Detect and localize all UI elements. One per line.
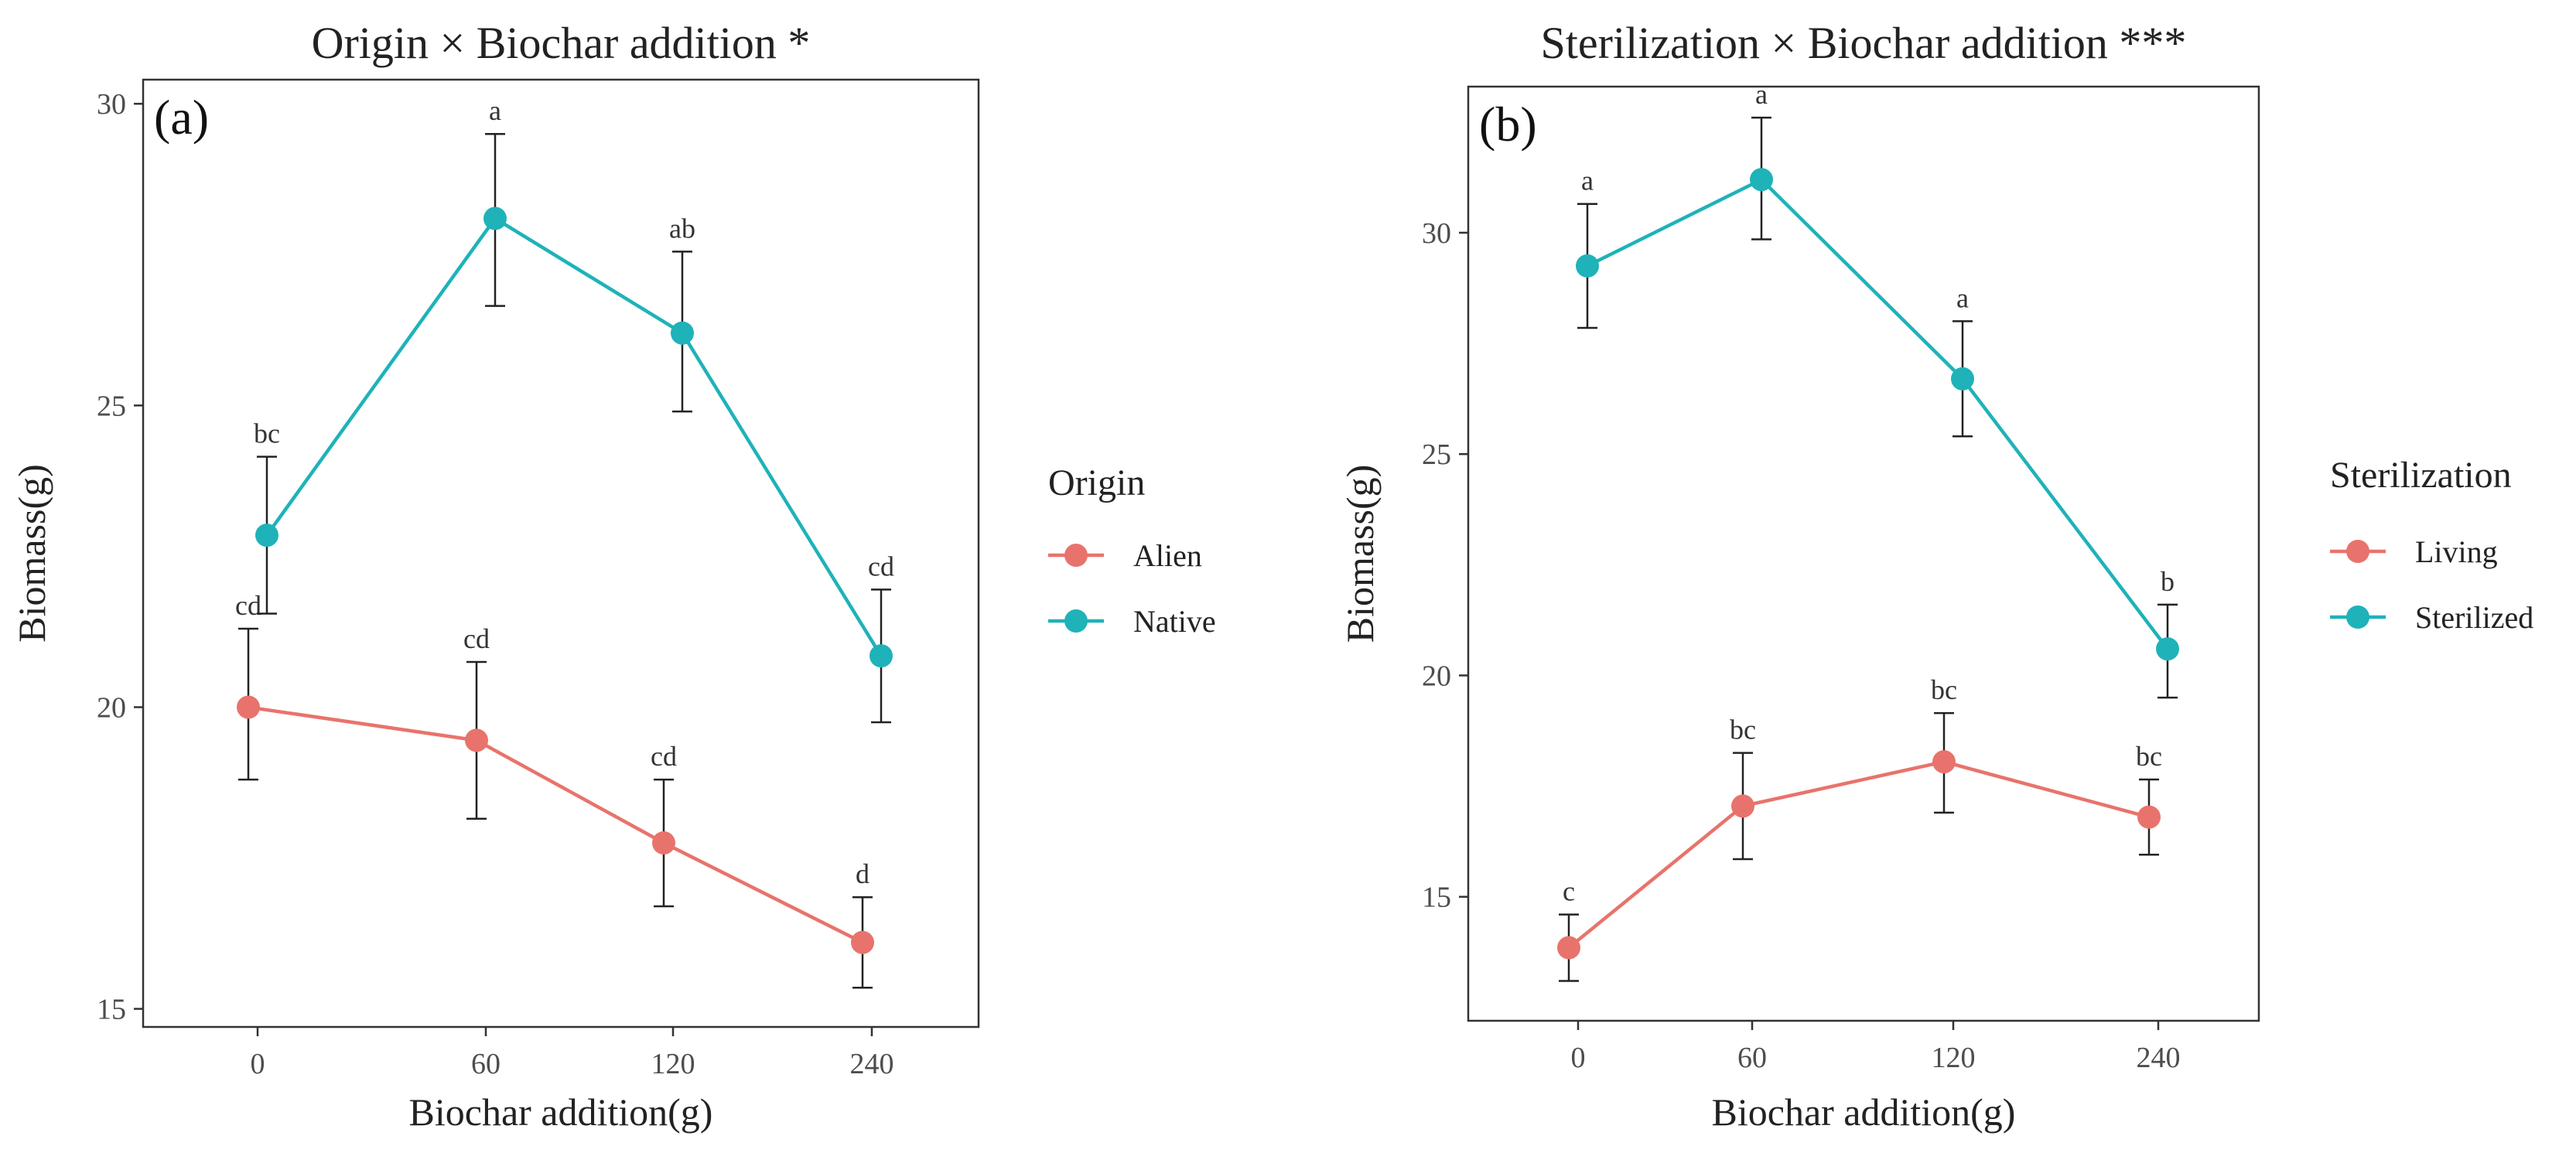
x-tick-label: 0 — [251, 1048, 265, 1080]
legend-marker — [1064, 609, 1088, 633]
panel-label: (a) — [154, 90, 209, 145]
significance-letter: a — [1755, 79, 1768, 110]
legend-label: Sterilized — [2415, 600, 2533, 635]
legend-title: Sterilization — [2330, 455, 2512, 496]
y-tick-label: 30 — [1422, 217, 1451, 250]
significance-letter: cd — [463, 623, 490, 654]
x-axis-label: Biochar addition(g) — [409, 1090, 713, 1134]
x-axis-label: Biochar addition(g) — [1712, 1090, 2016, 1134]
data-point — [237, 695, 260, 719]
legend-marker — [2346, 540, 2369, 563]
data-point — [483, 206, 507, 230]
data-point — [1932, 750, 1956, 774]
y-tick-label: 20 — [97, 691, 126, 724]
legend-label: Native — [1133, 604, 1216, 639]
series-line — [1586, 177, 2169, 650]
x-tick-label: 120 — [1932, 1042, 1976, 1074]
data-point — [671, 321, 694, 345]
data-point — [869, 644, 893, 668]
y-axis-label: Biomass(g) — [1338, 465, 1382, 643]
data-point — [1750, 168, 1773, 192]
significance-letter: b — [2161, 566, 2175, 597]
x-tick-label: 240 — [850, 1048, 894, 1080]
data-point — [851, 930, 874, 954]
y-axis-label: Biomass(g) — [10, 464, 53, 643]
series-line — [265, 217, 883, 657]
significance-letter: d — [856, 858, 869, 889]
series-native: bc a ab cd — [254, 95, 894, 724]
data-point — [255, 524, 278, 548]
plot-frame — [142, 78, 980, 1028]
significance-letter: cd — [235, 590, 261, 621]
data-point — [465, 728, 488, 752]
series-line — [248, 705, 864, 944]
x-tick-label: 240 — [2137, 1042, 2181, 1074]
x-tick-label: 60 — [1737, 1042, 1767, 1074]
data-point — [1731, 794, 1754, 818]
chart-title: Origin × Biochar addition * — [312, 18, 811, 68]
significance-letter: a — [1956, 282, 1969, 313]
legend-title: Origin — [1048, 462, 1145, 503]
legend-label: Alien — [1133, 538, 1202, 573]
significance-letter: bc — [2136, 741, 2162, 772]
series-line — [1567, 759, 2150, 950]
significance-letter: bc — [1931, 674, 1957, 705]
legend-marker — [1064, 544, 1088, 567]
significance-letter: a — [489, 95, 501, 126]
chart-panel-b: Sterilization × Biochar addition ***(b) 1… — [1338, 18, 2533, 1134]
x-tick-label: 60 — [471, 1048, 501, 1080]
y-tick-label: 30 — [97, 88, 126, 121]
significance-letter: cd — [651, 741, 677, 772]
significance-letter: ab — [669, 213, 695, 244]
legend-marker — [2346, 605, 2369, 629]
data-point — [1557, 936, 1580, 960]
data-point — [2156, 637, 2179, 661]
series-sterilized: a a a b — [1576, 79, 2179, 699]
data-point — [652, 831, 675, 855]
y-tick-label: 25 — [97, 390, 126, 422]
data-point — [2137, 805, 2161, 829]
legend-label: Living — [2415, 534, 2498, 569]
significance-letter: c — [1563, 876, 1575, 907]
x-tick-label: 0 — [1571, 1042, 1586, 1074]
y-tick-label: 15 — [97, 994, 126, 1026]
x-tick-label: 120 — [651, 1048, 695, 1080]
significance-letter: bc — [1730, 715, 1756, 745]
significance-letter: cd — [868, 551, 894, 582]
data-point — [1576, 254, 1599, 278]
y-tick-label: 15 — [1422, 882, 1451, 914]
plot-frame — [1467, 85, 2260, 1022]
data-point — [1951, 367, 1974, 391]
chart-title: Sterilization × Biochar addition *** — [1541, 18, 2187, 68]
chart-panel-a: Origin × Biochar addition * (a) 15 20 25 30 0 6… — [10, 18, 1216, 1134]
series-living: c bc bc bc — [1557, 674, 2162, 982]
y-tick-label: 20 — [1422, 660, 1451, 692]
legend: Origin Alien Native — [1048, 462, 1216, 639]
panel-label: (b) — [1479, 97, 1537, 152]
series-alien: cd cd cd d — [235, 590, 874, 989]
legend: Sterilization Living Sterilized — [2330, 455, 2533, 635]
y-tick-label: 25 — [1422, 438, 1451, 471]
significance-letter: a — [1581, 165, 1594, 196]
significance-letter: bc — [254, 418, 280, 449]
